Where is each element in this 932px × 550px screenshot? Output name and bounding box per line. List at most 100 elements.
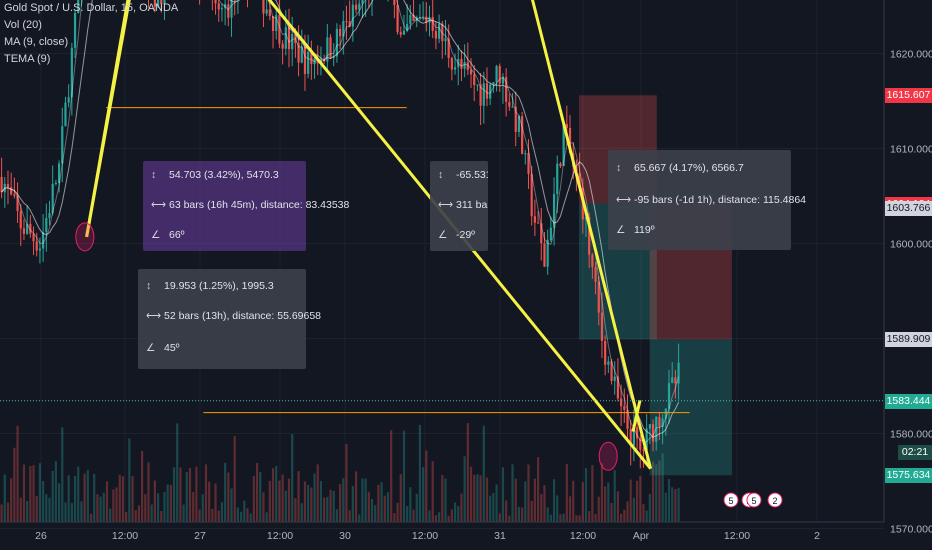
- volume-bar: [109, 508, 112, 522]
- volume-bar: [201, 494, 204, 522]
- volume-bar: [303, 481, 307, 522]
- volume-bar: [217, 510, 220, 522]
- candle-body: [57, 163, 61, 183]
- candle-body: [540, 223, 543, 244]
- pivot-marker[interactable]: [75, 222, 95, 252]
- volume-bar: [514, 478, 517, 522]
- candle-body: [431, 17, 434, 32]
- volume-bar: [565, 464, 568, 522]
- volume-bar: [246, 508, 249, 522]
- measure-box-1[interactable]: ↕ 54.703 (3.42%), 5470.3 ⟷ 63 bars (16h 45…: [143, 161, 349, 251]
- volume-bar: [556, 495, 559, 522]
- candle-body: [38, 248, 42, 251]
- volume-bar: [591, 465, 594, 522]
- candle-body: [303, 46, 307, 74]
- time-axis[interactable]: 26 12:00 27 12:00 30 12:00 31 12:00 Apr 12:00 2 5 2 5…: [0, 492, 884, 542]
- ma-indicator-label[interactable]: MA (9, close): [4, 36, 69, 48]
- price-tag: 1603.766: [885, 200, 932, 216]
- volume-bar: [259, 471, 262, 522]
- volume-bar: [559, 514, 562, 522]
- volume-bar: [358, 514, 361, 522]
- volume-bar: [144, 494, 147, 522]
- tema-indicator-label[interactable]: TEMA (9): [4, 53, 51, 65]
- candle-body: [482, 83, 485, 106]
- price-tick-label: 1600.000: [890, 239, 932, 251]
- volume-bar: [204, 464, 208, 522]
- measure-bars: 63 bars (16h 45m), distance: 83.43538: [169, 199, 350, 211]
- candle-body: [473, 74, 476, 85]
- trend-line[interactable]: [495, 0, 653, 470]
- volume-bar: [89, 513, 93, 522]
- candle-body: [326, 37, 329, 62]
- trend-line[interactable]: [155, 0, 652, 470]
- candle-body: [422, 16, 425, 18]
- event-badge[interactable]: 2: [767, 492, 783, 508]
- event-count: 5: [751, 496, 756, 506]
- price-range-icon: ↕: [146, 280, 152, 292]
- angle-icon: ∠: [616, 224, 626, 236]
- candle-body: [35, 241, 38, 251]
- candle-body: [604, 341, 607, 365]
- measure-box-4[interactable]: ↕ 19.953 (1.25%), 1995.3 ⟷ 52 bars (13h), …: [138, 269, 321, 369]
- time-tick-label: 12:00: [267, 530, 293, 542]
- volume-bar: [342, 478, 345, 522]
- candle-body: [54, 182, 57, 184]
- volume-bar: [671, 487, 674, 522]
- candle-body: [163, 0, 166, 4]
- trend-line[interactable]: [631, 399, 642, 432]
- volume-bar: [335, 509, 338, 522]
- pivot-marker[interactable]: [598, 441, 618, 471]
- measure-box-2[interactable]: ↕ -65.531 (-3.99%), -6553.1 ⟷311 bars (5d…: [430, 161, 488, 251]
- candle-body: [10, 187, 13, 195]
- candle-body: [412, 15, 415, 22]
- candle-body: [354, 4, 358, 10]
- volume-bar: [639, 475, 642, 522]
- time-tick-label: 12:00: [412, 530, 438, 542]
- candle-body: [610, 361, 613, 381]
- candle-body: [495, 65, 498, 83]
- volume-bar: [35, 495, 38, 522]
- volume-bar: [294, 498, 297, 522]
- candle-body: [339, 28, 342, 37]
- volume-bar: [96, 494, 99, 522]
- candle-body: [476, 84, 479, 86]
- volume-bar: [549, 514, 552, 522]
- event-badge[interactable]: 5: [723, 492, 739, 508]
- volume-bar: [594, 514, 597, 522]
- volume-bar: [275, 466, 278, 522]
- candle-body: [262, 0, 265, 14]
- price-tag: 1615.607: [885, 88, 932, 104]
- volume-bar: [323, 497, 326, 522]
- trend-line[interactable]: [85, 0, 155, 238]
- candle-body: [536, 222, 540, 224]
- volume-bar: [642, 504, 645, 522]
- volume-bar: [498, 513, 501, 522]
- candle-body: [265, 9, 268, 14]
- candle-body: [6, 183, 10, 188]
- candle-body: [658, 416, 661, 427]
- candle-body: [313, 58, 316, 65]
- volume-bar: [128, 438, 131, 522]
- candle-body: [310, 51, 313, 65]
- event-badge[interactable]: 5: [746, 492, 762, 508]
- volume-bar: [19, 497, 22, 522]
- bars-range-icon: ⟷: [151, 199, 167, 211]
- candle-body: [345, 21, 348, 23]
- ma-line: [1, 0, 680, 438]
- volume-bar: [313, 473, 316, 522]
- candle-body: [485, 83, 489, 99]
- volume-bar: [383, 495, 386, 522]
- volume-bar: [380, 482, 383, 522]
- vol-indicator-label[interactable]: Vol (20): [4, 19, 42, 31]
- volume-bar: [281, 474, 284, 522]
- symbol-title[interactable]: Gold Spot / U.S. Dollar, 15, OANDA: [4, 2, 179, 14]
- volume-bar: [38, 463, 42, 522]
- volume-bar: [211, 508, 214, 522]
- volume-bar: [460, 493, 463, 522]
- volume-bar: [240, 511, 243, 522]
- measure-box-3[interactable]: ↕ 65.667 (4.17%), 6566.7 ⟷ -95 bars (-1d 1…: [608, 150, 806, 250]
- volume-bar: [674, 489, 677, 522]
- volume-bar: [10, 478, 13, 522]
- chart-legend: Gold Spot / U.S. Dollar, 15, OANDA Vol (…: [4, 0, 178, 68]
- drawing-overlays[interactable]: [0, 0, 884, 471]
